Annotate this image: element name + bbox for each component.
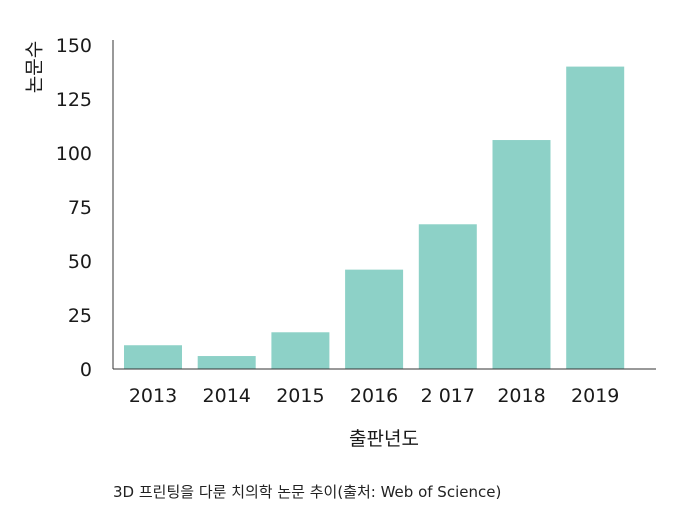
x-tick-label: 2 017: [421, 385, 475, 407]
x-tick-label: 2019: [571, 385, 619, 407]
y-tick-labels: 0 25 50 75 100 125 150: [56, 35, 92, 381]
x-tick-label: 2013: [129, 385, 177, 407]
y-tick-label: 0: [80, 359, 92, 381]
bars: [124, 66, 625, 369]
y-axis-title: 논문수: [24, 41, 46, 93]
x-tick-label: 2016: [350, 385, 398, 407]
y-tick-label: 50: [68, 251, 92, 273]
x-tick-label: 2014: [203, 385, 251, 407]
bar-2013: [124, 345, 182, 369]
y-tick-label: 75: [68, 197, 92, 219]
bar-2017: [418, 224, 477, 369]
y-tick-label: 100: [56, 143, 92, 165]
bar-2014: [197, 356, 256, 369]
x-tick-label: 2018: [497, 385, 545, 407]
x-axis-title: 출판년도: [349, 428, 419, 450]
bar-2019: [566, 66, 625, 369]
axes: [112, 40, 656, 370]
bar-2015: [271, 332, 330, 369]
bar-2018: [492, 140, 551, 369]
x-tick-labels: 2013 2014 2015 2016 2 017 2018 2019: [129, 385, 620, 407]
y-tick-label: 25: [68, 305, 92, 327]
y-tick-label: 125: [56, 89, 92, 111]
bar-2016: [345, 269, 404, 369]
chart-caption: 3D 프린팅을 다룬 치의학 논문 추이(출처: Web of Science): [113, 483, 501, 501]
x-tick-label: 2015: [276, 385, 324, 407]
y-tick-label: 150: [56, 35, 92, 57]
